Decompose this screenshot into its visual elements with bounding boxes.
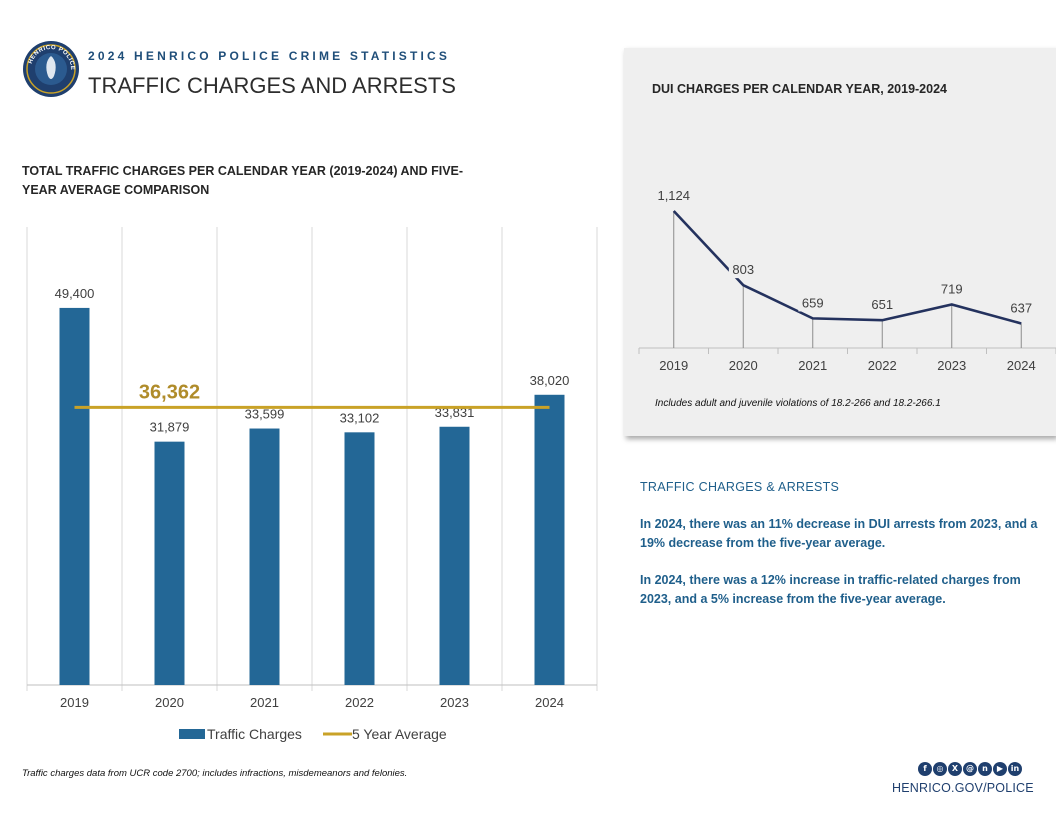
dui-label-bg [937, 279, 967, 298]
dui-point-label-2019: 1,124 [657, 188, 690, 203]
website-link[interactable]: HENRICO.GOV/POLICE [892, 781, 1034, 795]
traffic-bar-label-2020: 31,879 [150, 420, 190, 435]
x-tick-2021: 2021 [250, 695, 279, 710]
traffic-bar-2021 [249, 428, 280, 685]
dui-point-label-2022: 651 [871, 297, 893, 312]
traffic-footnote: Traffic charges data from UCR code 2700;… [22, 768, 408, 779]
traffic-chart-title: TOTAL TRAFFIC CHARGES PER CALENDAR YEAR … [22, 164, 464, 197]
youtube-icon[interactable]: ▶ [993, 762, 1007, 776]
nextdoor-icon[interactable]: n [978, 762, 992, 776]
instagram-icon[interactable]: ◎ [933, 762, 947, 776]
traffic-bar-label-2022: 33,102 [340, 410, 380, 425]
police-seal-logo: HENRICO POLICE [23, 41, 79, 97]
five-year-average-label: 36,362 [139, 381, 200, 403]
dui-x-tick-2022: 2022 [868, 358, 897, 373]
x-icon[interactable]: X [948, 762, 962, 776]
legend-traffic-swatch [179, 729, 205, 739]
page-title: TRAFFIC CHARGES AND ARRESTS [88, 73, 456, 98]
linkedin-icon[interactable]: in [1008, 762, 1022, 776]
dui-series-line [672, 210, 1022, 325]
legend-traffic-label: Traffic Charges [207, 726, 302, 742]
social-links: f ◎ X @ n ▶ in [918, 762, 1022, 776]
dui-panel: DUI CHARGES PER CALENDAR YEAR, 2019-2024… [624, 48, 1056, 436]
dui-label-bg [728, 260, 758, 279]
dui-point-label-2020: 803 [732, 262, 754, 277]
dui-point-label-2021: 659 [802, 295, 824, 310]
dui-point-label-2024: 637 [1010, 300, 1032, 315]
x-tick-2022: 2022 [345, 695, 374, 710]
traffic-bar-2023 [439, 426, 470, 685]
dui-point-label-2023: 719 [941, 282, 963, 297]
summary-traffic-text: In 2024, there was a 12% increase in tra… [640, 573, 1021, 606]
summary-dui-text: In 2024, there was an 11% decrease in DU… [640, 517, 1038, 550]
dui-x-tick-2023: 2023 [937, 358, 966, 373]
traffic-bar-label-2019: 49,400 [55, 286, 95, 301]
x-tick-2020: 2020 [155, 695, 184, 710]
x-tick-2019: 2019 [60, 695, 89, 710]
facebook-icon[interactable]: f [918, 762, 932, 776]
dui-x-tick-2021: 2021 [798, 358, 827, 373]
traffic-bar-2022 [344, 432, 375, 685]
traffic-bar-label-2024: 38,020 [530, 373, 570, 388]
traffic-bar-2019 [59, 307, 90, 685]
threads-icon[interactable]: @ [963, 762, 977, 776]
dui-x-tick-2020: 2020 [729, 358, 758, 373]
x-tick-2024: 2024 [535, 695, 564, 710]
x-tick-2023: 2023 [440, 695, 469, 710]
traffic-bar-2020 [154, 441, 185, 685]
summary-heading: TRAFFIC CHARGES & ARRESTS [640, 480, 840, 494]
dui-label-bg [651, 186, 696, 205]
dui-charges-chart: 1,124 2019 803 2020 659 2021 651 2022 719 2023 637… [638, 186, 1056, 373]
traffic-bar-2024 [534, 394, 565, 685]
report-kicker: 2024 HENRICO POLICE CRIME STATISTICS [88, 49, 451, 63]
traffic-bar-label-2021: 33,599 [245, 407, 285, 422]
dui-chart-title: DUI CHARGES PER CALENDAR YEAR, 2019-2024 [652, 82, 947, 96]
dui-x-tick-2024: 2024 [1007, 358, 1036, 373]
dui-label-bg [1006, 298, 1036, 317]
dui-x-tick-2019: 2019 [659, 358, 688, 373]
traffic-charges-chart: 49,400 2019 31,879 2020 33,599 2021 33,102 2022… [26, 227, 598, 742]
dui-label-bg [798, 293, 828, 312]
dui-label-bg [867, 295, 897, 314]
legend-average-label: 5 Year Average [352, 726, 447, 742]
dui-note: Includes adult and juvenile violations o… [655, 398, 941, 409]
